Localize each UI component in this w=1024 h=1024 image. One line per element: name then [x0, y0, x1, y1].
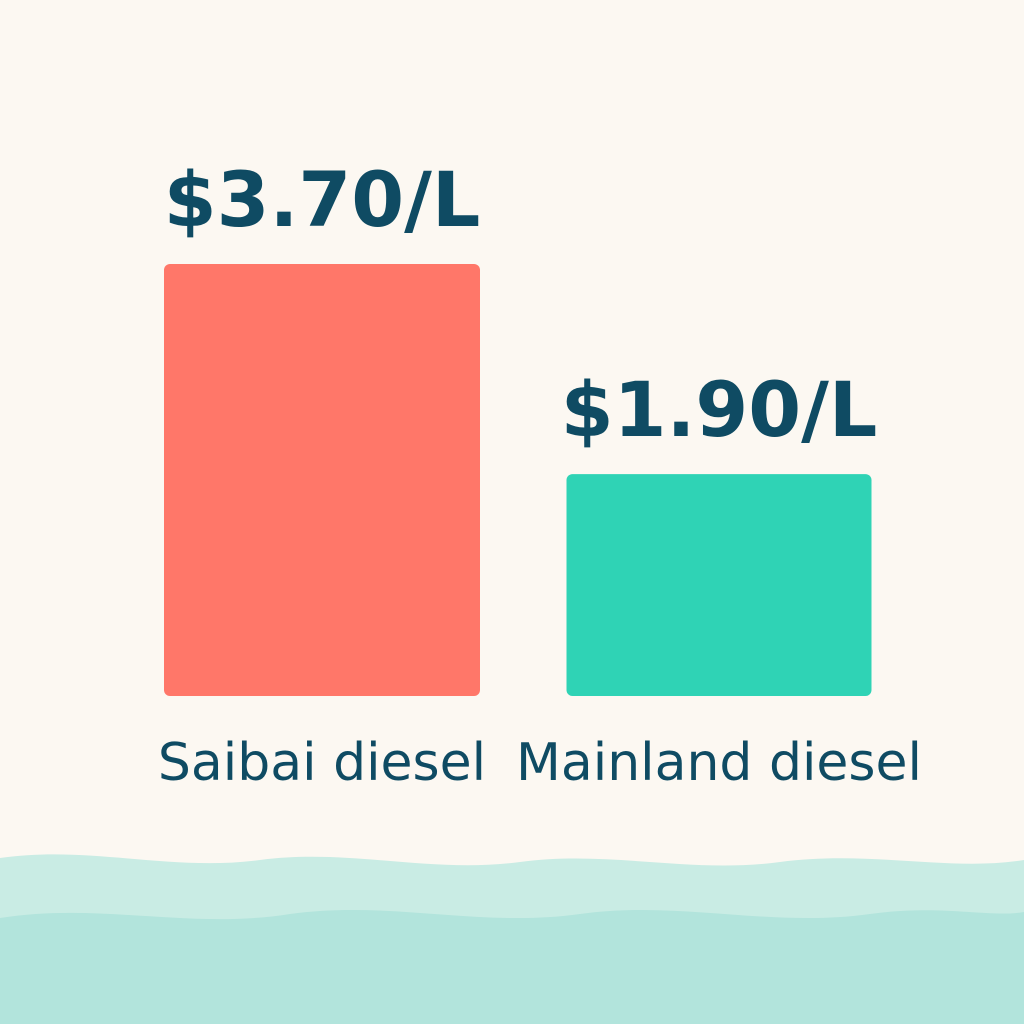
- water-wave-front: [0, 909, 1024, 1024]
- water-waves: [0, 854, 1024, 1024]
- data-label: $3.70/L: [164, 155, 481, 244]
- data-label: $1.90/L: [561, 365, 878, 454]
- category-label: Saibai diesel: [158, 733, 486, 793]
- bar-saibai-diesel: [164, 264, 480, 696]
- labels-layer: $3.70/L Saibai diesel $1.90/L Mainland dies…: [158, 155, 922, 793]
- bar-mainland-diesel: [566, 474, 872, 696]
- bars-layer: [164, 264, 872, 696]
- category-label: Mainland diesel: [516, 733, 922, 793]
